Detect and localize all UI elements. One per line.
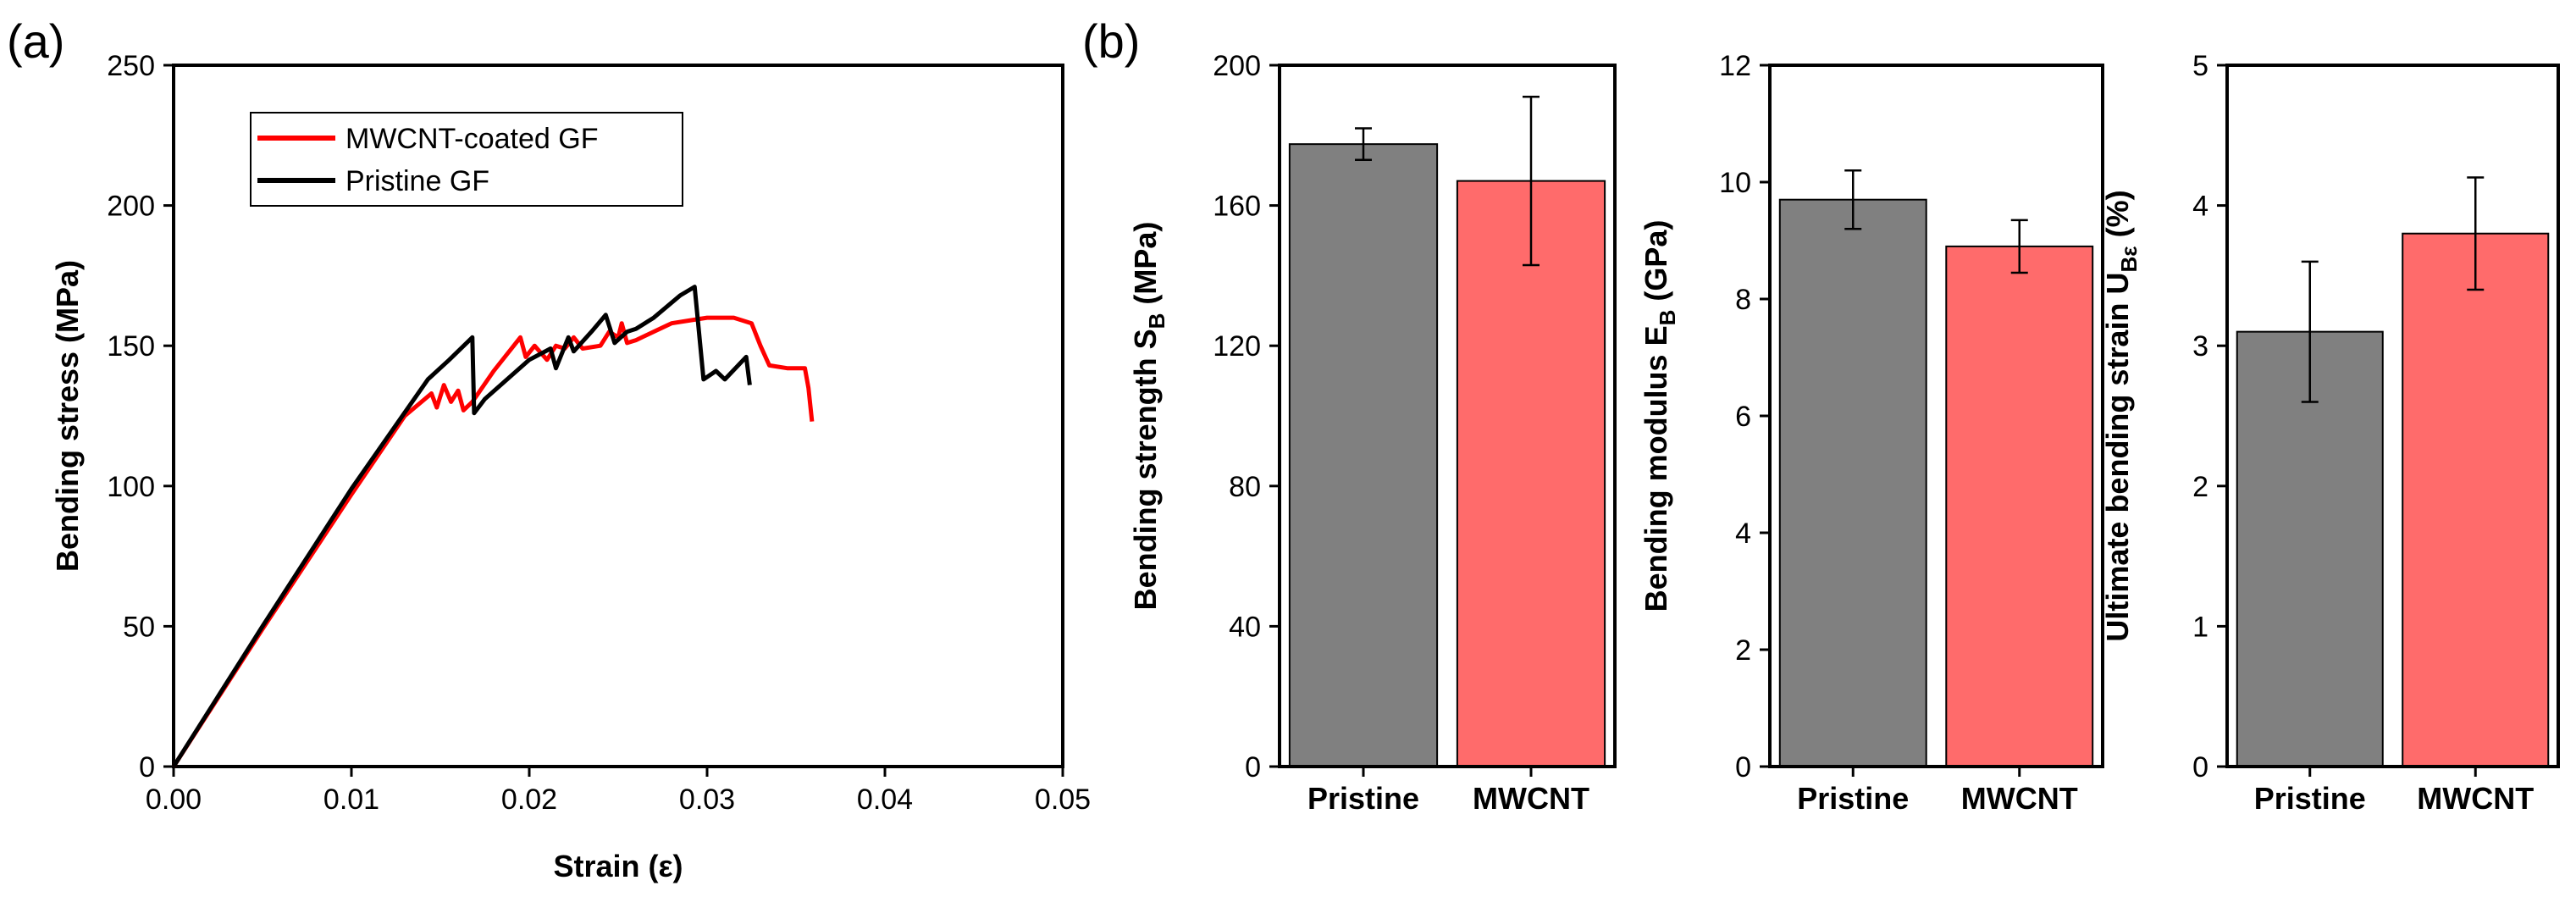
y-tick-label: 40 [1229, 611, 1261, 643]
y-tick-label: 0 [139, 751, 155, 783]
y-tick-label: 250 [107, 50, 155, 82]
legend-box [250, 112, 683, 207]
y-tick-label: 4 [1735, 518, 1751, 550]
x-tick-label: 0.03 [679, 783, 735, 816]
y-axis-title: Bending stress (MPa) [50, 260, 85, 572]
y-axis-title-subscript: B [1655, 310, 1680, 326]
y-axis-title-subscript: B [1144, 313, 1169, 329]
y-tick-label: 150 [107, 330, 155, 363]
y-axis-title-subscript: Bε [2116, 246, 2142, 272]
bar-pristine [1288, 143, 1439, 767]
y-tick-label: 6 [1735, 401, 1751, 433]
y-tick-label: 0 [2192, 751, 2208, 783]
y-tick-label: 5 [2192, 50, 2208, 82]
y-tick-label: 200 [1213, 50, 1261, 82]
y-axis-title: Bending modulus EB (GPa) [1639, 220, 1680, 612]
x-tick-label: 0.00 [146, 783, 202, 816]
legend-label: Pristine GF [345, 165, 489, 197]
y-tick-label: 0 [1735, 751, 1751, 783]
y-tick-label: 3 [2192, 330, 2208, 363]
y-axis-title-main: Bending strength S [1128, 329, 1163, 610]
line-chart-panel-a: 0.00 0.01 0.02 0.03 0.04 0.05 0 50 100 150 200 250 S… [50, 50, 1091, 883]
series-line-pristine [171, 285, 752, 768]
bar-chart-ultimate-bending-strain: Pristine MWCNT 0 1 2 3 4 5 Ultimate bending stra… [2100, 50, 2560, 816]
y-tick-label: 2 [1735, 634, 1751, 667]
y-axis-title-main: Ultimate bending strain U [2100, 273, 2135, 642]
x-tick-label: 0.05 [1035, 783, 1091, 816]
y-axis-title: Ultimate bending strain UBε (%) [2100, 190, 2142, 641]
y-tick-label: 8 [1735, 284, 1751, 316]
bar-pristine [2236, 330, 2384, 767]
y-axis-title: Bending strength SB (MPa) [1128, 222, 1169, 611]
category-label: Pristine [1797, 781, 1909, 816]
category-label: MWCNT [1961, 781, 2078, 816]
bar-pristine [1778, 198, 1927, 767]
y-axis-title-unit: (%) [2100, 190, 2135, 246]
y-tick-label: 1 [2192, 611, 2208, 643]
y-tick-label: 12 [1719, 50, 1751, 82]
plot-frame [172, 64, 1064, 768]
category-label: Pristine [1307, 781, 1419, 816]
bar-mwcnt [1945, 245, 2094, 767]
plot-frame [2225, 64, 2560, 768]
y-tick-label: 0 [1245, 751, 1261, 783]
bar-chart-bending-strength: Pristine MWCNT 0 40 80 120 160 200 Bending stren… [1128, 50, 1617, 816]
x-tick-label: 0.01 [323, 783, 379, 816]
category-label: MWCNT [1473, 781, 1589, 816]
legend-label: MWCNT-coated GF [345, 123, 598, 155]
y-tick-label: 2 [2192, 471, 2208, 503]
x-axis-title: Strain (ε) [553, 849, 683, 883]
y-axis-title-unit: (GPa) [1639, 220, 1673, 310]
panel-label-a: (a) [7, 14, 64, 68]
x-tick-label: 0.02 [501, 783, 557, 816]
y-axis-title-unit: (MPa) [1128, 222, 1163, 313]
y-tick-label: 10 [1719, 167, 1751, 199]
y-tick-label: 200 [107, 191, 155, 223]
y-tick-label: 100 [107, 471, 155, 503]
bar-chart-bending-modulus: Pristine MWCNT 0 2 4 6 8 10 12 Bending modulus EB… [1639, 50, 2104, 816]
y-tick-label: 160 [1213, 191, 1261, 223]
y-axis-title-main: Bending modulus E [1639, 325, 1673, 612]
y-tick-label: 80 [1229, 471, 1261, 503]
bar-mwcnt [1456, 180, 1606, 767]
category-label: MWCNT [2417, 781, 2534, 816]
series-line-mwcnt [171, 315, 815, 768]
panel-label-b: (b) [1082, 14, 1140, 68]
bar-mwcnt [2402, 232, 2550, 768]
category-label: Pristine [2254, 781, 2366, 816]
y-tick-label: 4 [2192, 191, 2208, 223]
y-tick-label: 50 [123, 611, 155, 643]
plot-frame [1278, 64, 1617, 768]
x-tick-label: 0.04 [857, 783, 913, 816]
y-tick-label: 120 [1213, 330, 1261, 363]
